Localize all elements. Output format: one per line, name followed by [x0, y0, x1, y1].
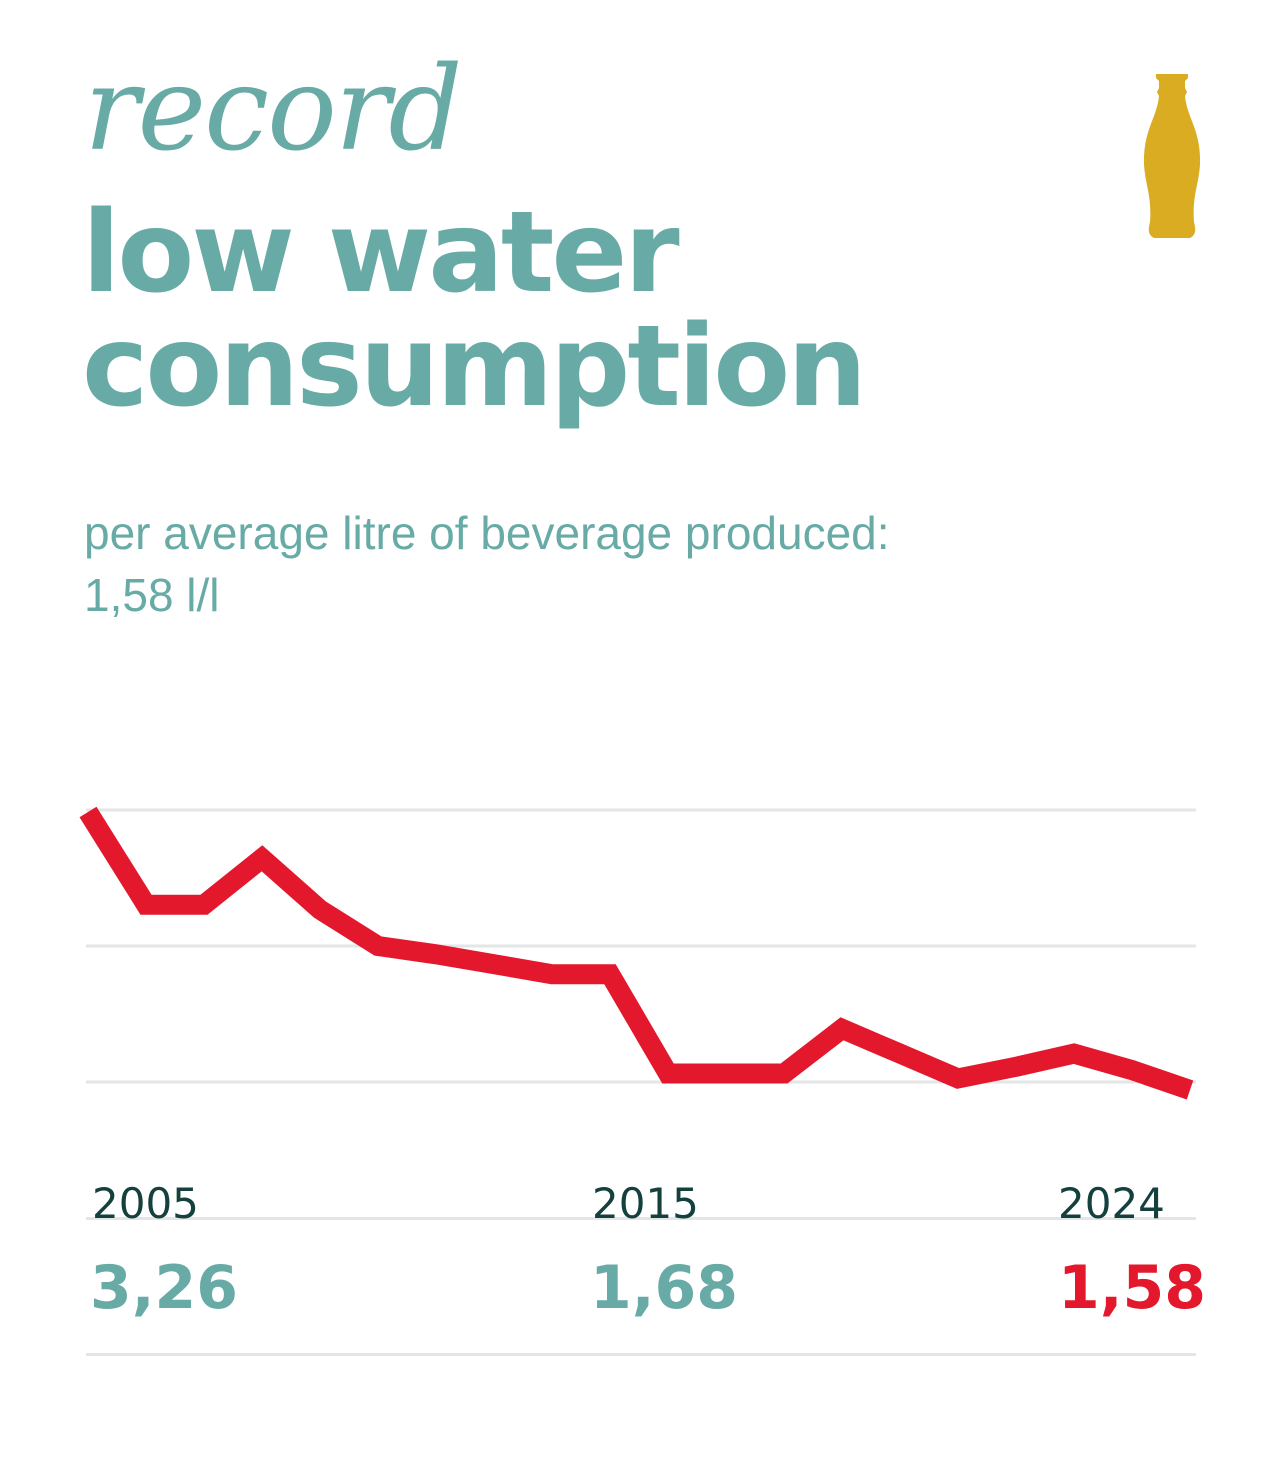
subtitle-value: 1,58 l/l	[84, 569, 220, 621]
separator-bottom	[86, 1353, 1196, 1356]
line-chart	[79, 806, 1196, 1100]
year-label-2024: 2024	[1058, 1179, 1165, 1228]
title-italic-word: record	[84, 42, 463, 177]
title-line-consumption: consumption	[82, 302, 867, 432]
subtitle-description: per average litre of beverage produced:	[84, 507, 890, 559]
subtitle: per average litre of beverage produced: …	[84, 502, 890, 626]
year-label-2005: 2005	[92, 1179, 199, 1228]
chart-series	[79, 806, 1194, 1100]
bottle-icon	[1143, 74, 1201, 238]
year-label-2015: 2015	[592, 1179, 699, 1228]
chart-gridlines	[86, 808, 1196, 1084]
value-2005: 3,26	[90, 1253, 239, 1323]
value-2024: 1,58	[1058, 1253, 1207, 1323]
separator-top	[86, 1217, 1196, 1220]
title-bold-text: low water consumption	[82, 188, 867, 432]
value-2015: 1,68	[590, 1253, 739, 1323]
title-line-low-water: low water	[82, 188, 680, 318]
series-line	[79, 806, 1194, 1100]
